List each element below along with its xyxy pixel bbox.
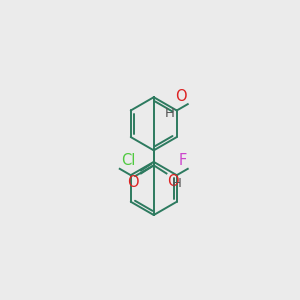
Text: O: O (167, 174, 179, 189)
Text: H: H (165, 107, 175, 120)
Text: F: F (178, 153, 187, 168)
Text: H: H (172, 177, 182, 190)
Text: O: O (128, 175, 139, 190)
Text: O: O (175, 89, 187, 104)
Text: Cl: Cl (121, 153, 135, 168)
